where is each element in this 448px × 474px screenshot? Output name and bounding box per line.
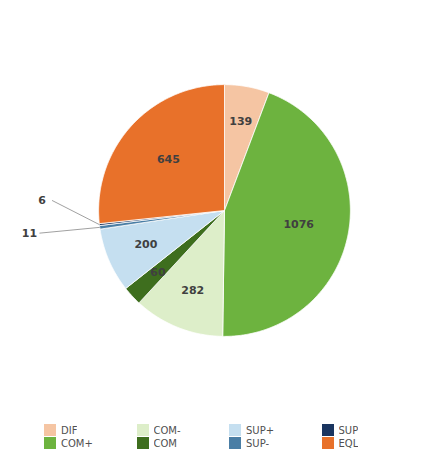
html-text:SUP+: SUP+	[246, 424, 275, 436]
svg-text:282: 282	[181, 283, 204, 296]
svg-text:1076: 1076	[283, 218, 314, 231]
html-text:SUP-: SUP-	[246, 437, 270, 449]
html-text:COM-: COM-	[153, 424, 181, 436]
svg-text:6: 6	[38, 194, 46, 207]
svg-text:11: 11	[22, 227, 37, 240]
html-text:COM+: COM+	[61, 437, 93, 449]
svg-text:139: 139	[229, 115, 252, 128]
svg-text:200: 200	[134, 238, 157, 251]
svg-text:645: 645	[157, 153, 180, 166]
html-text:COM: COM	[153, 437, 177, 449]
svg-text:60: 60	[150, 266, 166, 279]
html-text:DIF: DIF	[61, 424, 78, 436]
html-text:SUP: SUP	[338, 424, 359, 436]
html-text:EQL: EQL	[338, 437, 359, 449]
